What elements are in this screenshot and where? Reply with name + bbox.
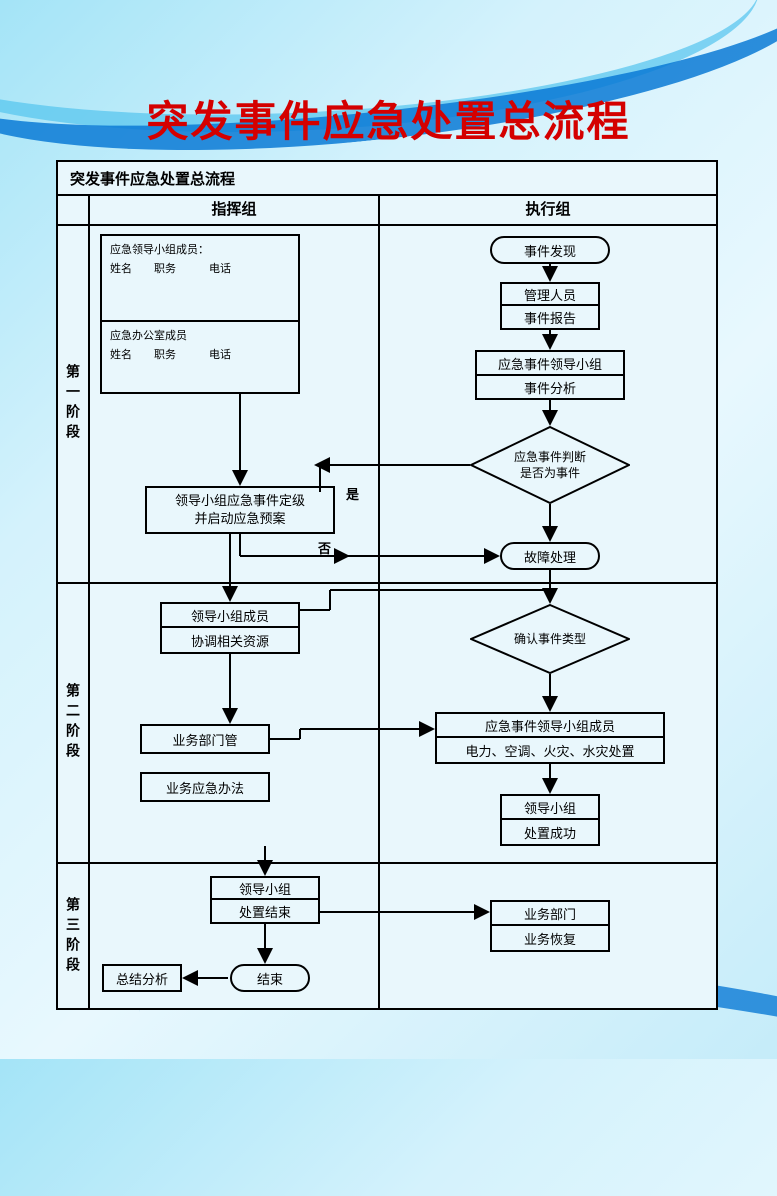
arrows-stage2-right [380, 584, 716, 862]
flow-panel: 突发事件应急处置总流程 指挥组 执行组 第一阶段 应急领导小组成员： 姓名 职务… [56, 160, 718, 1010]
arrows-stage1-right [380, 226, 716, 582]
stage-3: 第三阶段 领导小组 处置结束 结束 总结分析 业务部门 业务恢复 [58, 864, 716, 1010]
arrows-stage3-right [380, 864, 716, 1010]
lane-header: 指挥组 执行组 [58, 196, 716, 226]
arrows-stage3-left [90, 864, 378, 1010]
decision-label-yes: 是 [346, 484, 359, 503]
lane-header-right: 执行组 [380, 196, 716, 224]
page-title: 突发事件应急处置总流程 [0, 88, 777, 149]
arrows-stage1-left [90, 226, 378, 582]
decision-label-no: 否 [318, 538, 331, 557]
arrows-stage2-left [90, 584, 378, 862]
stage-label-3: 第三阶段 [58, 864, 90, 1010]
stage-label-1: 第一阶段 [58, 226, 90, 582]
stage-2: 第二阶段 领导小组成员 协调相关资源 业务部门管 业务应急办法 [58, 584, 716, 864]
panel-title: 突发事件应急处置总流程 [58, 162, 716, 196]
stage-1: 第一阶段 应急领导小组成员： 姓名 职务 电话 应急办公室成员 姓名 职务 电话… [58, 226, 716, 584]
lane-header-left: 指挥组 [90, 196, 380, 224]
stage-label-2: 第二阶段 [58, 584, 90, 862]
